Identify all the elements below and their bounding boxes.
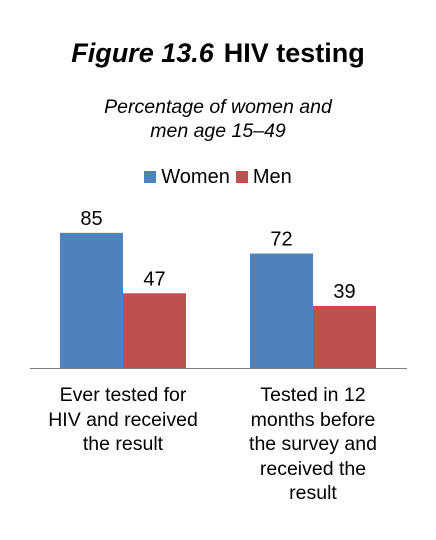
chart-legend: Women Men	[0, 165, 436, 189]
subtitle-line: men age 15–49	[150, 120, 286, 142]
legend-swatch-men	[235, 171, 248, 183]
legend-item-men: Men	[235, 165, 292, 189]
category-label-line: Tested in 12	[260, 384, 366, 406]
category-label-line: the survey and	[249, 433, 377, 455]
bar-men-1	[123, 293, 186, 368]
figure-label: Figure 13.6	[71, 38, 214, 68]
legend-item-women: Women	[144, 165, 230, 189]
category-label-line: received the	[259, 457, 367, 480]
chart-title: Figure 13.6 HIV testing	[0, 38, 436, 69]
category-label-line: Ever tested for	[59, 384, 187, 406]
legend-swatch-women	[144, 171, 157, 183]
legend-label-women: Women	[161, 166, 230, 188]
bar-women-2	[250, 253, 313, 368]
data-label-men-2: 39	[333, 281, 355, 303]
bar-men-2	[313, 305, 376, 368]
subtitle-line: Percentage of women and	[104, 96, 332, 118]
category-label-ever-tested: Ever tested for HIV and received the res…	[28, 383, 218, 457]
data-label-men-1: 47	[143, 268, 165, 290]
legend-label-men: Men	[252, 166, 292, 188]
bar-women-1	[60, 232, 123, 368]
data-label-women-1: 85	[80, 208, 102, 230]
category-label-tested-12-months: Tested in 12 months before the survey an…	[218, 383, 408, 506]
category-label-line: result	[289, 482, 337, 504]
category-label-line: months before	[250, 408, 376, 431]
title-text: HIV testing	[223, 38, 365, 68]
chart-subtitle: Percentage of women and men age 15–49	[0, 95, 436, 143]
data-label-women-2: 72	[270, 229, 292, 251]
category-label-line: the result	[82, 433, 164, 455]
category-label-line: HIV and received	[48, 408, 198, 431]
